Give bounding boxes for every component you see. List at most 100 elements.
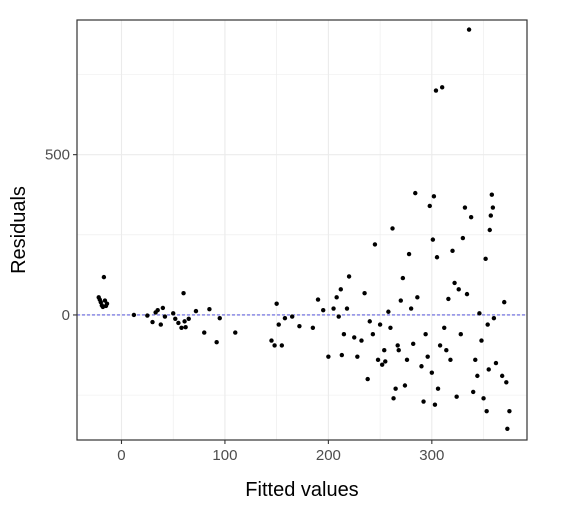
data-point [375,357,381,363]
data-point [400,275,406,281]
data-point [388,325,393,330]
data-point [427,203,432,209]
data-point [171,311,176,316]
data-point [207,306,212,312]
data-point [454,394,459,399]
data-point [233,330,238,335]
data-point [473,357,478,363]
data-point [269,338,274,343]
data-point [102,298,108,303]
x-tick-label: 200 [316,447,341,464]
data-point [396,348,401,353]
data-point [315,297,321,302]
data-point [464,291,470,297]
data-point [432,402,438,407]
data-point [505,426,510,431]
data-point [383,359,388,364]
axes [76,19,528,441]
data-point [452,280,457,286]
data-point [413,190,418,196]
data-point [365,376,370,382]
data-point [415,295,420,300]
data-point [430,237,436,242]
data-point [483,256,488,262]
data-point [372,242,378,247]
data-point [468,214,474,220]
data-point [493,360,499,366]
data-point [431,194,437,199]
x-tick-label: 300 [419,447,444,464]
plot-panel [77,20,527,440]
data-point [274,301,279,306]
data-point [321,307,326,313]
data-point [162,314,168,319]
data-point [214,340,219,345]
data-point [183,324,188,330]
data-point [276,322,281,327]
data-point [341,331,347,337]
data-point [181,290,186,296]
data-point [444,348,449,353]
data-point [326,354,331,359]
data-point [419,364,424,369]
data-point [346,274,352,279]
data-point [186,316,191,322]
data-point [448,357,453,363]
data-point [425,354,430,359]
data-point [489,192,495,197]
data-point [479,338,484,343]
data-point [282,315,288,321]
data-point [434,255,440,260]
data-point [339,352,345,358]
data-point [408,306,414,311]
data-point [310,325,316,330]
data-point [437,343,443,348]
data-point [462,205,468,210]
data-point [486,367,491,372]
data-point [179,325,184,330]
data-point [481,396,486,401]
data-point [359,338,364,343]
data-point [499,373,505,379]
data-point [217,315,222,321]
data-point [446,296,451,302]
data-point [150,319,155,325]
data-point [395,343,400,348]
data-point [423,331,428,337]
x-axis-title: Fitted values [245,479,358,501]
data-point [279,343,285,348]
panel-border [76,19,528,441]
data-point [173,316,178,322]
data-point [386,309,391,314]
data-point [471,389,476,395]
data-point [406,251,412,257]
data-point [367,319,372,324]
data-point [331,306,336,311]
x-tick-label: 100 [212,447,237,464]
data-point [442,325,447,330]
data-point [450,248,455,254]
data-point [370,331,376,337]
data-point [398,298,403,303]
data-point [379,362,385,367]
data-point [490,205,496,210]
data-point [344,306,350,311]
data-point [355,354,360,359]
y-tick-label: 0 [62,307,70,324]
data-point [289,314,295,319]
data-point [488,213,493,218]
data-points [96,27,512,431]
data-point [334,295,339,300]
data-point [202,330,207,335]
data-point [362,290,367,296]
data-point [429,370,435,375]
data-point [104,301,110,306]
x-tick-label: 0 [117,447,125,464]
y-axis-ticks: 0 500 [45,147,77,324]
data-point [297,323,302,329]
data-point [352,335,357,340]
data-point [393,386,398,391]
data-point [338,287,343,292]
data-point [160,305,166,311]
